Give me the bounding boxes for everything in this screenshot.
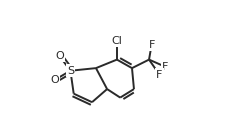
- Text: F: F: [148, 40, 154, 50]
- Text: F: F: [162, 62, 168, 72]
- Text: O: O: [50, 75, 59, 85]
- Text: O: O: [55, 51, 63, 61]
- Text: F: F: [156, 70, 162, 80]
- Text: Cl: Cl: [111, 36, 122, 46]
- Text: S: S: [67, 66, 74, 76]
